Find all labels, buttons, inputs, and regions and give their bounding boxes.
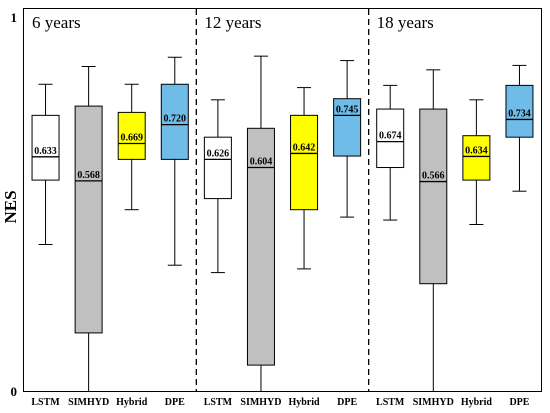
category-label: Hybrid <box>116 397 148 408</box>
median-label: 0.633 <box>34 146 57 157</box>
y-tick-label-1: 1 <box>11 10 18 25</box>
category-label: DPE <box>165 397 185 408</box>
median-label: 0.634 <box>465 145 488 156</box>
plot-area-frame <box>23 8 542 392</box>
y-axis-label: NES <box>1 190 20 223</box>
box-iqr <box>160 83 189 160</box>
category-label: SIMHYD <box>413 397 454 408</box>
category-label: LSTM <box>31 397 60 408</box>
box-iqr <box>290 114 319 211</box>
median-label: 0.669 <box>120 132 143 143</box>
chart-marks: 6 years 0.633 LSTM 0.568 SIMHYD 0.669 Hybrid 0.… <box>31 9 534 408</box>
category-label: DPE <box>509 397 529 408</box>
median-label: 0.642 <box>293 142 316 153</box>
category-label: SIMHYD <box>240 397 281 408</box>
box-iqr <box>376 108 405 169</box>
category-label: Hybrid <box>461 397 493 408</box>
category-label: LSTM <box>376 397 405 408</box>
panel-title: 6 years <box>32 13 81 32</box>
median-label: 0.674 <box>379 131 402 142</box>
panel-title: 12 years <box>204 13 261 32</box>
box-iqr <box>333 98 362 157</box>
category-label: Hybrid <box>288 397 320 408</box>
category-label: SIMHYD <box>68 397 109 408</box>
median-label: 0.568 <box>77 170 100 181</box>
box-iqr <box>462 135 491 181</box>
box-iqr <box>74 105 103 334</box>
box-iqr <box>419 108 448 285</box>
box-iqr <box>505 84 534 138</box>
median-label: 0.734 <box>508 108 531 119</box>
y-tick-label-0: 0 <box>11 384 18 399</box>
median-label: 0.626 <box>207 148 230 159</box>
median-label: 0.566 <box>422 171 445 182</box>
box-iqr <box>203 136 232 200</box>
median-label: 0.604 <box>250 157 273 168</box>
box-iqr <box>117 111 146 160</box>
panel-title: 18 years <box>377 13 434 32</box>
category-label: DPE <box>337 397 357 408</box>
median-label: 0.745 <box>336 104 359 115</box>
median-label: 0.720 <box>164 114 187 125</box>
category-label: LSTM <box>204 397 233 408</box>
box-iqr <box>31 114 60 181</box>
